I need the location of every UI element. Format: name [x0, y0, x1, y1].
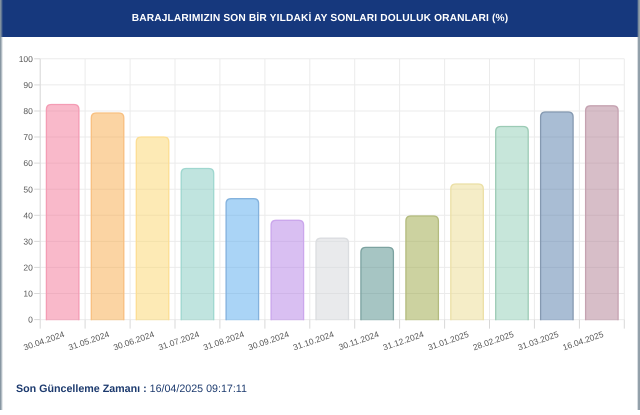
svg-text:28.02.2025: 28.02.2025 [471, 329, 515, 352]
svg-text:31.05.2024: 31.05.2024 [67, 329, 111, 352]
svg-text:31.08.2024: 31.08.2024 [202, 329, 246, 352]
svg-text:31.12.2024: 31.12.2024 [382, 329, 426, 352]
svg-text:30.04.2024: 30.04.2024 [22, 329, 66, 352]
svg-text:0: 0 [28, 315, 33, 325]
svg-text:16.04.2025: 16.04.2025 [561, 329, 605, 352]
svg-text:90: 90 [23, 80, 33, 90]
svg-text:30.09.2024: 30.09.2024 [247, 329, 291, 352]
svg-text:31.01.2025: 31.01.2025 [426, 329, 470, 352]
svg-text:100: 100 [19, 54, 33, 64]
svg-text:30.11.2024: 30.11.2024 [337, 329, 380, 352]
svg-text:30.06.2024: 30.06.2024 [112, 329, 156, 352]
svg-text:60: 60 [23, 158, 33, 168]
svg-text:31.07.2024: 31.07.2024 [157, 329, 201, 352]
svg-text:40: 40 [23, 210, 33, 220]
svg-text:80: 80 [23, 106, 33, 116]
svg-text:10: 10 [23, 289, 33, 299]
svg-text:31.10.2024: 31.10.2024 [292, 329, 336, 352]
svg-text:31.03.2025: 31.03.2025 [516, 329, 560, 352]
svg-text:50: 50 [23, 184, 33, 194]
svg-text:30: 30 [23, 237, 33, 247]
svg-text:70: 70 [23, 132, 33, 142]
svg-text:20: 20 [23, 263, 33, 273]
